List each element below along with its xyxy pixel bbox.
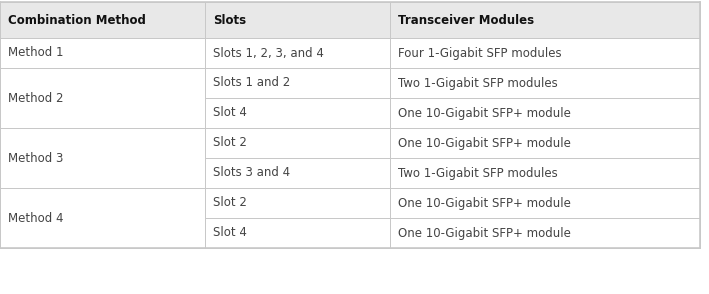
Text: Slots 3 and 4: Slots 3 and 4 bbox=[213, 166, 290, 180]
Bar bbox=[205, 128, 390, 158]
Text: Slots 1 and 2: Slots 1 and 2 bbox=[213, 76, 290, 89]
Bar bbox=[390, 68, 700, 98]
Bar bbox=[205, 68, 390, 98]
Text: Two 1-Gigabit SFP modules: Two 1-Gigabit SFP modules bbox=[398, 76, 558, 89]
Bar bbox=[205, 2, 390, 38]
Text: Four 1-Gigabit SFP modules: Four 1-Gigabit SFP modules bbox=[398, 46, 562, 59]
Bar bbox=[0, 2, 205, 38]
Text: One 10-Gigabit SFP+ module: One 10-Gigabit SFP+ module bbox=[398, 136, 571, 150]
Text: Slots: Slots bbox=[213, 14, 246, 26]
Text: Method 2: Method 2 bbox=[8, 91, 64, 104]
Bar bbox=[390, 158, 700, 188]
Bar bbox=[205, 158, 390, 188]
Text: Method 1: Method 1 bbox=[8, 46, 64, 59]
Text: Transceiver Modules: Transceiver Modules bbox=[398, 14, 534, 26]
Bar bbox=[390, 188, 700, 218]
Bar bbox=[0, 68, 205, 128]
Text: Slot 2: Slot 2 bbox=[213, 196, 247, 210]
Text: Slot 4: Slot 4 bbox=[213, 106, 247, 119]
Bar bbox=[390, 128, 700, 158]
Text: Slots 1, 2, 3, and 4: Slots 1, 2, 3, and 4 bbox=[213, 46, 324, 59]
Text: Two 1-Gigabit SFP modules: Two 1-Gigabit SFP modules bbox=[398, 166, 558, 180]
Bar bbox=[205, 188, 390, 218]
Bar bbox=[205, 218, 390, 248]
Text: One 10-Gigabit SFP+ module: One 10-Gigabit SFP+ module bbox=[398, 106, 571, 119]
Bar bbox=[205, 98, 390, 128]
Bar bbox=[390, 218, 700, 248]
Bar bbox=[205, 38, 390, 68]
Text: Method 3: Method 3 bbox=[8, 151, 63, 165]
Bar bbox=[0, 128, 205, 188]
Bar bbox=[390, 2, 700, 38]
Text: Slot 4: Slot 4 bbox=[213, 226, 247, 240]
Bar bbox=[390, 98, 700, 128]
Text: Combination Method: Combination Method bbox=[8, 14, 146, 26]
Bar bbox=[0, 38, 205, 68]
Text: One 10-Gigabit SFP+ module: One 10-Gigabit SFP+ module bbox=[398, 226, 571, 240]
Bar bbox=[390, 38, 700, 68]
Text: Method 4: Method 4 bbox=[8, 211, 64, 225]
Text: One 10-Gigabit SFP+ module: One 10-Gigabit SFP+ module bbox=[398, 196, 571, 210]
Bar bbox=[0, 188, 205, 248]
Text: Slot 2: Slot 2 bbox=[213, 136, 247, 150]
